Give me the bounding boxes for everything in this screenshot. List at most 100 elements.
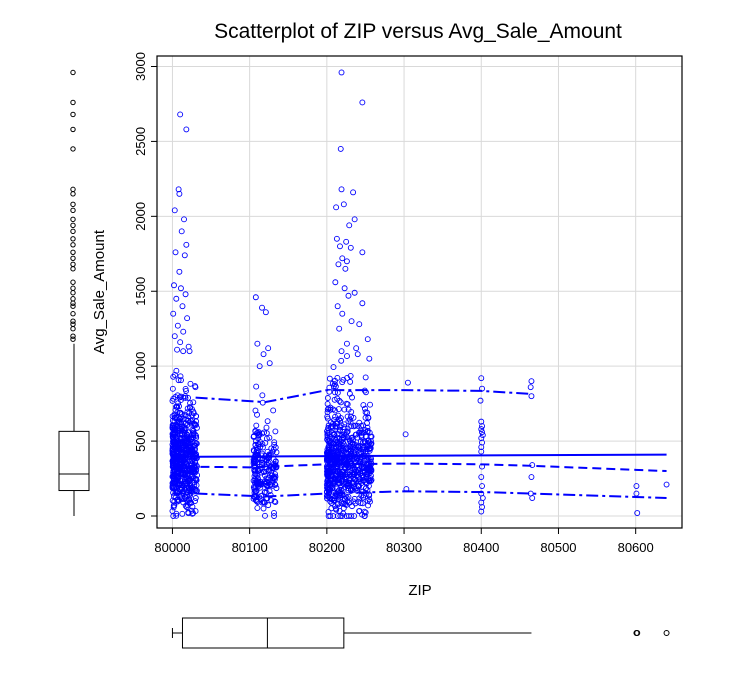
y-box-outlier [70, 326, 76, 332]
data-point [361, 513, 368, 519]
data-point [177, 393, 184, 400]
data-point [173, 512, 180, 519]
y-box-outlier [70, 300, 76, 306]
data-point [171, 207, 178, 214]
data-point [346, 222, 353, 229]
data-point [364, 420, 370, 427]
data-point [252, 427, 259, 434]
data-point [170, 373, 177, 380]
data-point [360, 402, 367, 409]
data-point [365, 414, 372, 421]
data-point [254, 447, 260, 454]
data-point [479, 432, 486, 439]
data-point [177, 397, 184, 404]
data-point [347, 419, 354, 426]
data-point [324, 467, 331, 474]
data-point [325, 447, 332, 454]
data-point [251, 489, 258, 496]
data-point [256, 363, 263, 370]
y-box-outlier [70, 69, 76, 76]
data-point [359, 472, 366, 479]
data-point [339, 445, 346, 452]
data-point [173, 510, 180, 517]
data-point [176, 482, 183, 488]
data-point [339, 255, 346, 262]
data-point [192, 495, 199, 501]
data-point [363, 490, 370, 497]
data-point [351, 513, 358, 519]
y-box-outlier [70, 321, 76, 327]
data-point [344, 469, 351, 476]
data-point [324, 415, 331, 422]
data-point [177, 409, 184, 416]
data-point [360, 494, 366, 501]
smooth-lines [172, 389, 667, 500]
data-point [339, 513, 346, 519]
data-point [183, 241, 190, 248]
data-point [404, 379, 411, 386]
data-point [332, 493, 339, 500]
data-point [171, 502, 178, 509]
data-point [351, 476, 358, 483]
data-point [258, 496, 265, 503]
data-point [182, 412, 189, 419]
data-point [346, 437, 353, 444]
data-point [337, 243, 343, 250]
data-point [348, 413, 354, 420]
data-point [252, 479, 258, 486]
data-point [180, 328, 187, 335]
data-point [333, 235, 340, 242]
data-point [254, 505, 261, 511]
data-point [479, 423, 485, 430]
data-point [355, 450, 362, 457]
data-point [347, 244, 354, 251]
data-point [188, 457, 195, 464]
data-point [328, 461, 335, 468]
data-point [402, 431, 409, 438]
data-point [263, 478, 270, 485]
data-point [185, 394, 191, 401]
data-point [183, 126, 190, 133]
data-point [258, 452, 265, 459]
data-point [332, 389, 338, 396]
data-point [273, 449, 280, 456]
data-point [173, 367, 180, 374]
data-point [179, 510, 186, 517]
y-box-outlier [70, 216, 76, 223]
data-point [169, 417, 176, 424]
data-point [257, 444, 264, 451]
data-point [191, 482, 198, 489]
data-point [193, 488, 200, 495]
y-box-outlier [70, 261, 76, 267]
data-point [355, 498, 362, 505]
data-point [343, 462, 350, 469]
data-point [173, 488, 180, 495]
data-point [367, 438, 374, 444]
data-point [325, 513, 332, 519]
data-point [366, 355, 373, 362]
data-point [337, 490, 344, 497]
data-point [348, 423, 355, 430]
data-point [175, 417, 182, 424]
data-point [178, 411, 185, 417]
data-point [354, 351, 361, 358]
data-point [367, 401, 373, 408]
data-point [359, 443, 366, 450]
x-box-outlier [634, 630, 641, 636]
data-point [176, 420, 183, 427]
data-point [333, 454, 340, 461]
data-point [190, 434, 196, 441]
y-tick-label: 1000 [133, 352, 148, 381]
data-point [355, 443, 362, 450]
data-point [186, 475, 193, 482]
axes: 80000 80100 80200 80300 80400 80500 80600 0 500 1… [133, 52, 654, 555]
data-point [338, 357, 345, 364]
y-box [58, 430, 90, 492]
data-point [273, 464, 280, 471]
data-point [344, 353, 350, 360]
data-point [255, 432, 262, 439]
data-point [328, 435, 335, 442]
data-point [331, 417, 338, 423]
y-box-outlier [70, 303, 76, 309]
